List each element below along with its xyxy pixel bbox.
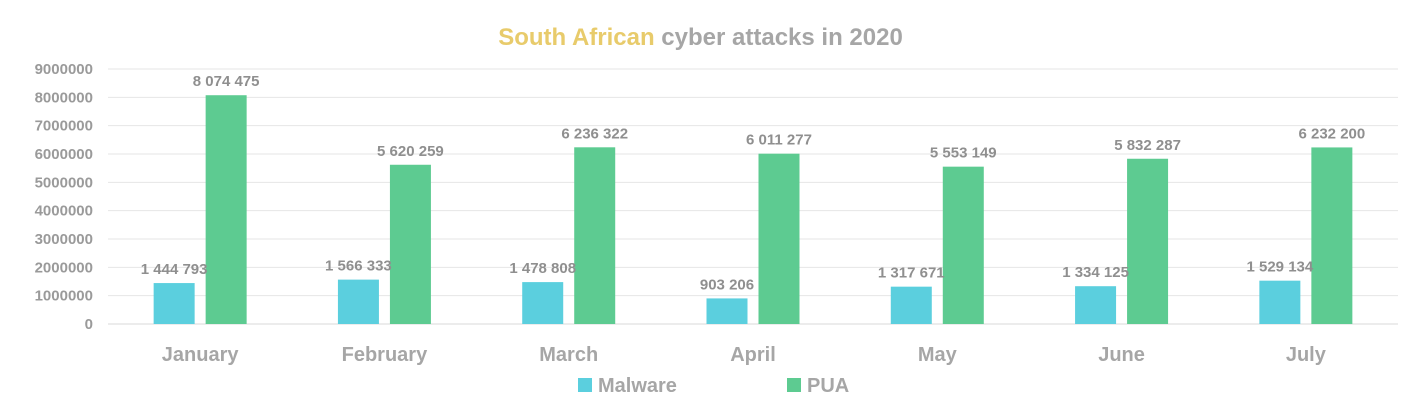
- bar-pua: [1127, 158, 1169, 324]
- x-tick-label: June: [1098, 344, 1145, 366]
- bar-pua: [574, 147, 616, 324]
- x-tick-label: July: [1286, 344, 1327, 366]
- legend: Malware PUA: [578, 375, 849, 397]
- bar-malware: [337, 279, 379, 324]
- bar-malware: [1075, 286, 1117, 324]
- y-tick-label: 1000000: [35, 288, 93, 305]
- x-tick-label: February: [342, 344, 428, 366]
- y-tick-label: 7000000: [35, 118, 93, 135]
- data-label-malware: 903 206: [700, 276, 754, 293]
- legend-label-malware: Malware: [598, 375, 677, 397]
- y-tick-label: 8000000: [35, 89, 93, 106]
- data-label-malware: 1 444 793: [141, 261, 208, 278]
- data-label-pua: 6 232 200: [1298, 125, 1365, 142]
- x-tick-label: May: [918, 344, 958, 366]
- bar-pua: [389, 164, 431, 324]
- data-label-malware: 1 334 125: [1062, 264, 1129, 281]
- data-label-malware: 1 566 333: [325, 258, 392, 275]
- y-tick-label: 2000000: [35, 259, 93, 276]
- y-tick-label: 6000000: [35, 146, 93, 163]
- bar-malware: [153, 283, 195, 324]
- y-tick-label: 9000000: [35, 61, 93, 78]
- data-label-pua: 5 832 287: [1114, 137, 1181, 154]
- legend-label-pua: PUA: [807, 375, 849, 397]
- data-labels: 1 444 793 8 074 475 1 566 333 5 620 259 1 47…: [141, 73, 1365, 293]
- x-tick-label: March: [539, 344, 598, 366]
- y-tick-label: 0: [85, 316, 93, 333]
- legend-swatch-malware: [578, 378, 592, 392]
- data-label-malware: 1 317 671: [878, 265, 945, 282]
- bar-pua: [205, 95, 247, 324]
- bar-malware: [706, 298, 748, 324]
- data-label-malware: 1 478 808: [509, 260, 576, 277]
- bar-pua: [758, 153, 800, 324]
- bar-malware: [890, 286, 932, 324]
- bar-pua: [1311, 147, 1353, 324]
- x-axis-tick-labels: January February March April May June July: [162, 344, 1327, 366]
- gridlines: [108, 68, 1398, 325]
- bar-pua: [942, 166, 984, 324]
- x-tick-label: January: [162, 344, 240, 366]
- legend-swatch-pua: [787, 378, 801, 392]
- data-label-malware: 1 529 134: [1246, 259, 1313, 276]
- chart-title-highlight: South African: [498, 24, 655, 51]
- bar-malware: [1259, 280, 1301, 324]
- y-tick-label: 5000000: [35, 174, 93, 191]
- chart-title-rest: cyber attacks in 2020: [654, 24, 903, 51]
- y-tick-label: 3000000: [35, 231, 93, 248]
- y-axis-tick-labels: 0 1000000 2000000 3000000 4000000 5000000 6000…: [35, 61, 93, 333]
- data-label-pua: 6 236 322: [561, 125, 628, 142]
- y-tick-label: 4000000: [35, 203, 93, 220]
- chart-title: South African cyber attacks in 2020: [0, 24, 1401, 52]
- bar-malware: [522, 282, 564, 324]
- data-label-pua: 8 074 475: [193, 73, 260, 90]
- bars: [153, 95, 1353, 324]
- data-label-pua: 5 620 259: [377, 143, 444, 160]
- x-tick-label: April: [730, 344, 776, 366]
- data-label-pua: 6 011 277: [746, 132, 812, 149]
- data-label-pua: 5 553 149: [930, 145, 997, 162]
